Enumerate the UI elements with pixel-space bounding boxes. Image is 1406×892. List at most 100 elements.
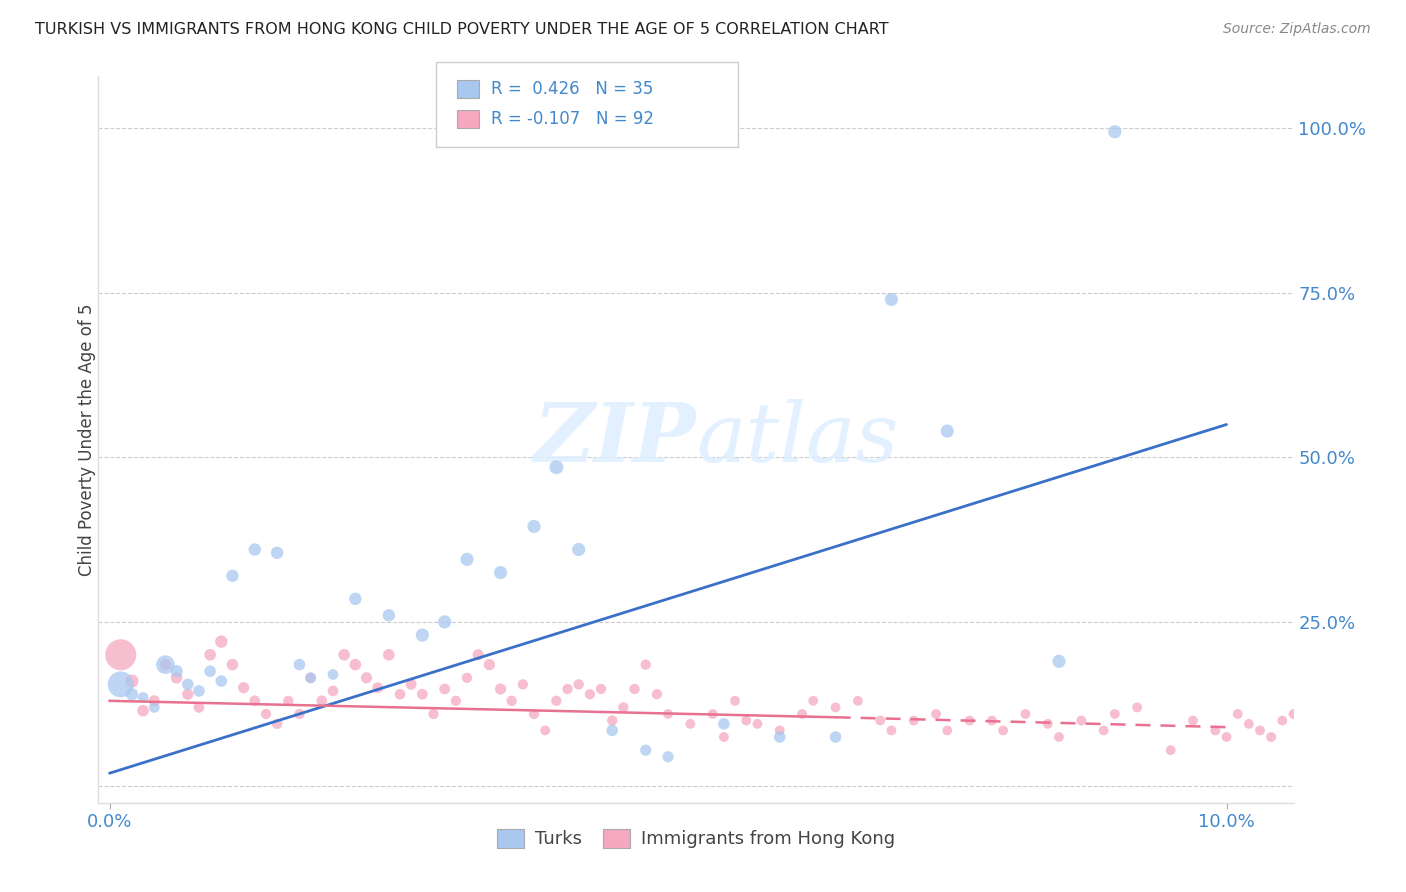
Point [221,569,243,583]
Point [489,566,512,580]
Point [501,694,523,708]
Point [512,677,534,691]
Point [209,634,232,648]
Point [1104,125,1126,139]
Point [846,694,869,708]
Point [411,628,433,642]
Point [589,681,612,696]
Point [322,684,344,698]
Point [422,706,444,721]
Point [277,694,299,708]
Point [702,706,724,721]
Point [546,460,568,475]
Point [801,694,824,708]
Point [880,293,903,307]
Point [333,648,356,662]
Point [634,743,657,757]
Point [311,694,333,708]
Point [1047,730,1070,744]
Point [523,519,546,533]
Point [322,667,344,681]
Point [769,723,792,738]
Point [399,677,422,691]
Point [1126,700,1149,714]
Point [110,648,132,662]
Point [411,687,433,701]
Point [557,681,579,696]
Point [903,714,925,728]
Point [925,706,948,721]
Point [1237,716,1260,731]
Point [356,671,378,685]
Point [478,657,501,672]
Point [1215,730,1237,744]
Point [1260,730,1282,744]
Legend: Turks, Immigrants from Hong Kong: Turks, Immigrants from Hong Kong [489,822,903,855]
Point [121,687,143,701]
Point [299,671,322,685]
Point [456,671,478,685]
Point [243,542,266,557]
Point [1204,723,1226,738]
Point [209,674,232,689]
Point [568,542,591,557]
Point [177,687,200,701]
Text: R = -0.107   N = 92: R = -0.107 N = 92 [491,110,654,128]
Point [747,716,769,731]
Point [1036,716,1059,731]
Point [388,687,411,701]
Text: ZIP: ZIP [533,400,696,479]
Point [1014,706,1036,721]
Point [177,677,200,691]
Point [657,706,679,721]
Point [634,657,657,672]
Point [1070,714,1092,728]
Text: R =  0.426   N = 35: R = 0.426 N = 35 [491,80,652,98]
Point [824,700,846,714]
Point [132,690,155,705]
Point [523,706,546,721]
Point [489,681,512,696]
Point [546,694,568,708]
Point [221,657,243,672]
Point [121,674,143,689]
Point [1249,723,1271,738]
Point [612,700,634,714]
Point [288,657,311,672]
Point [143,694,166,708]
Point [155,657,177,672]
Point [155,657,177,672]
Point [600,714,623,728]
Point [579,687,602,701]
Point [657,749,679,764]
Point [679,716,702,731]
Point [1271,714,1294,728]
Point [959,714,981,728]
Point [288,706,311,721]
Point [187,700,209,714]
Point [568,677,591,691]
Point [243,694,266,708]
Point [254,706,277,721]
Point [344,657,367,672]
Point [1282,706,1305,721]
Point [444,694,467,708]
Text: atlas: atlas [696,400,898,479]
Point [735,714,758,728]
Point [132,704,155,718]
Point [936,424,959,438]
Point [456,552,478,566]
Point [936,723,959,738]
Point [534,723,557,738]
Point [198,648,221,662]
Point [378,648,401,662]
Point [467,648,489,662]
Point [623,681,645,696]
Point [1182,714,1205,728]
Point [991,723,1014,738]
Point [433,615,456,629]
Point [266,546,288,560]
Point [724,694,747,708]
Point [1104,706,1126,721]
Point [433,681,456,696]
